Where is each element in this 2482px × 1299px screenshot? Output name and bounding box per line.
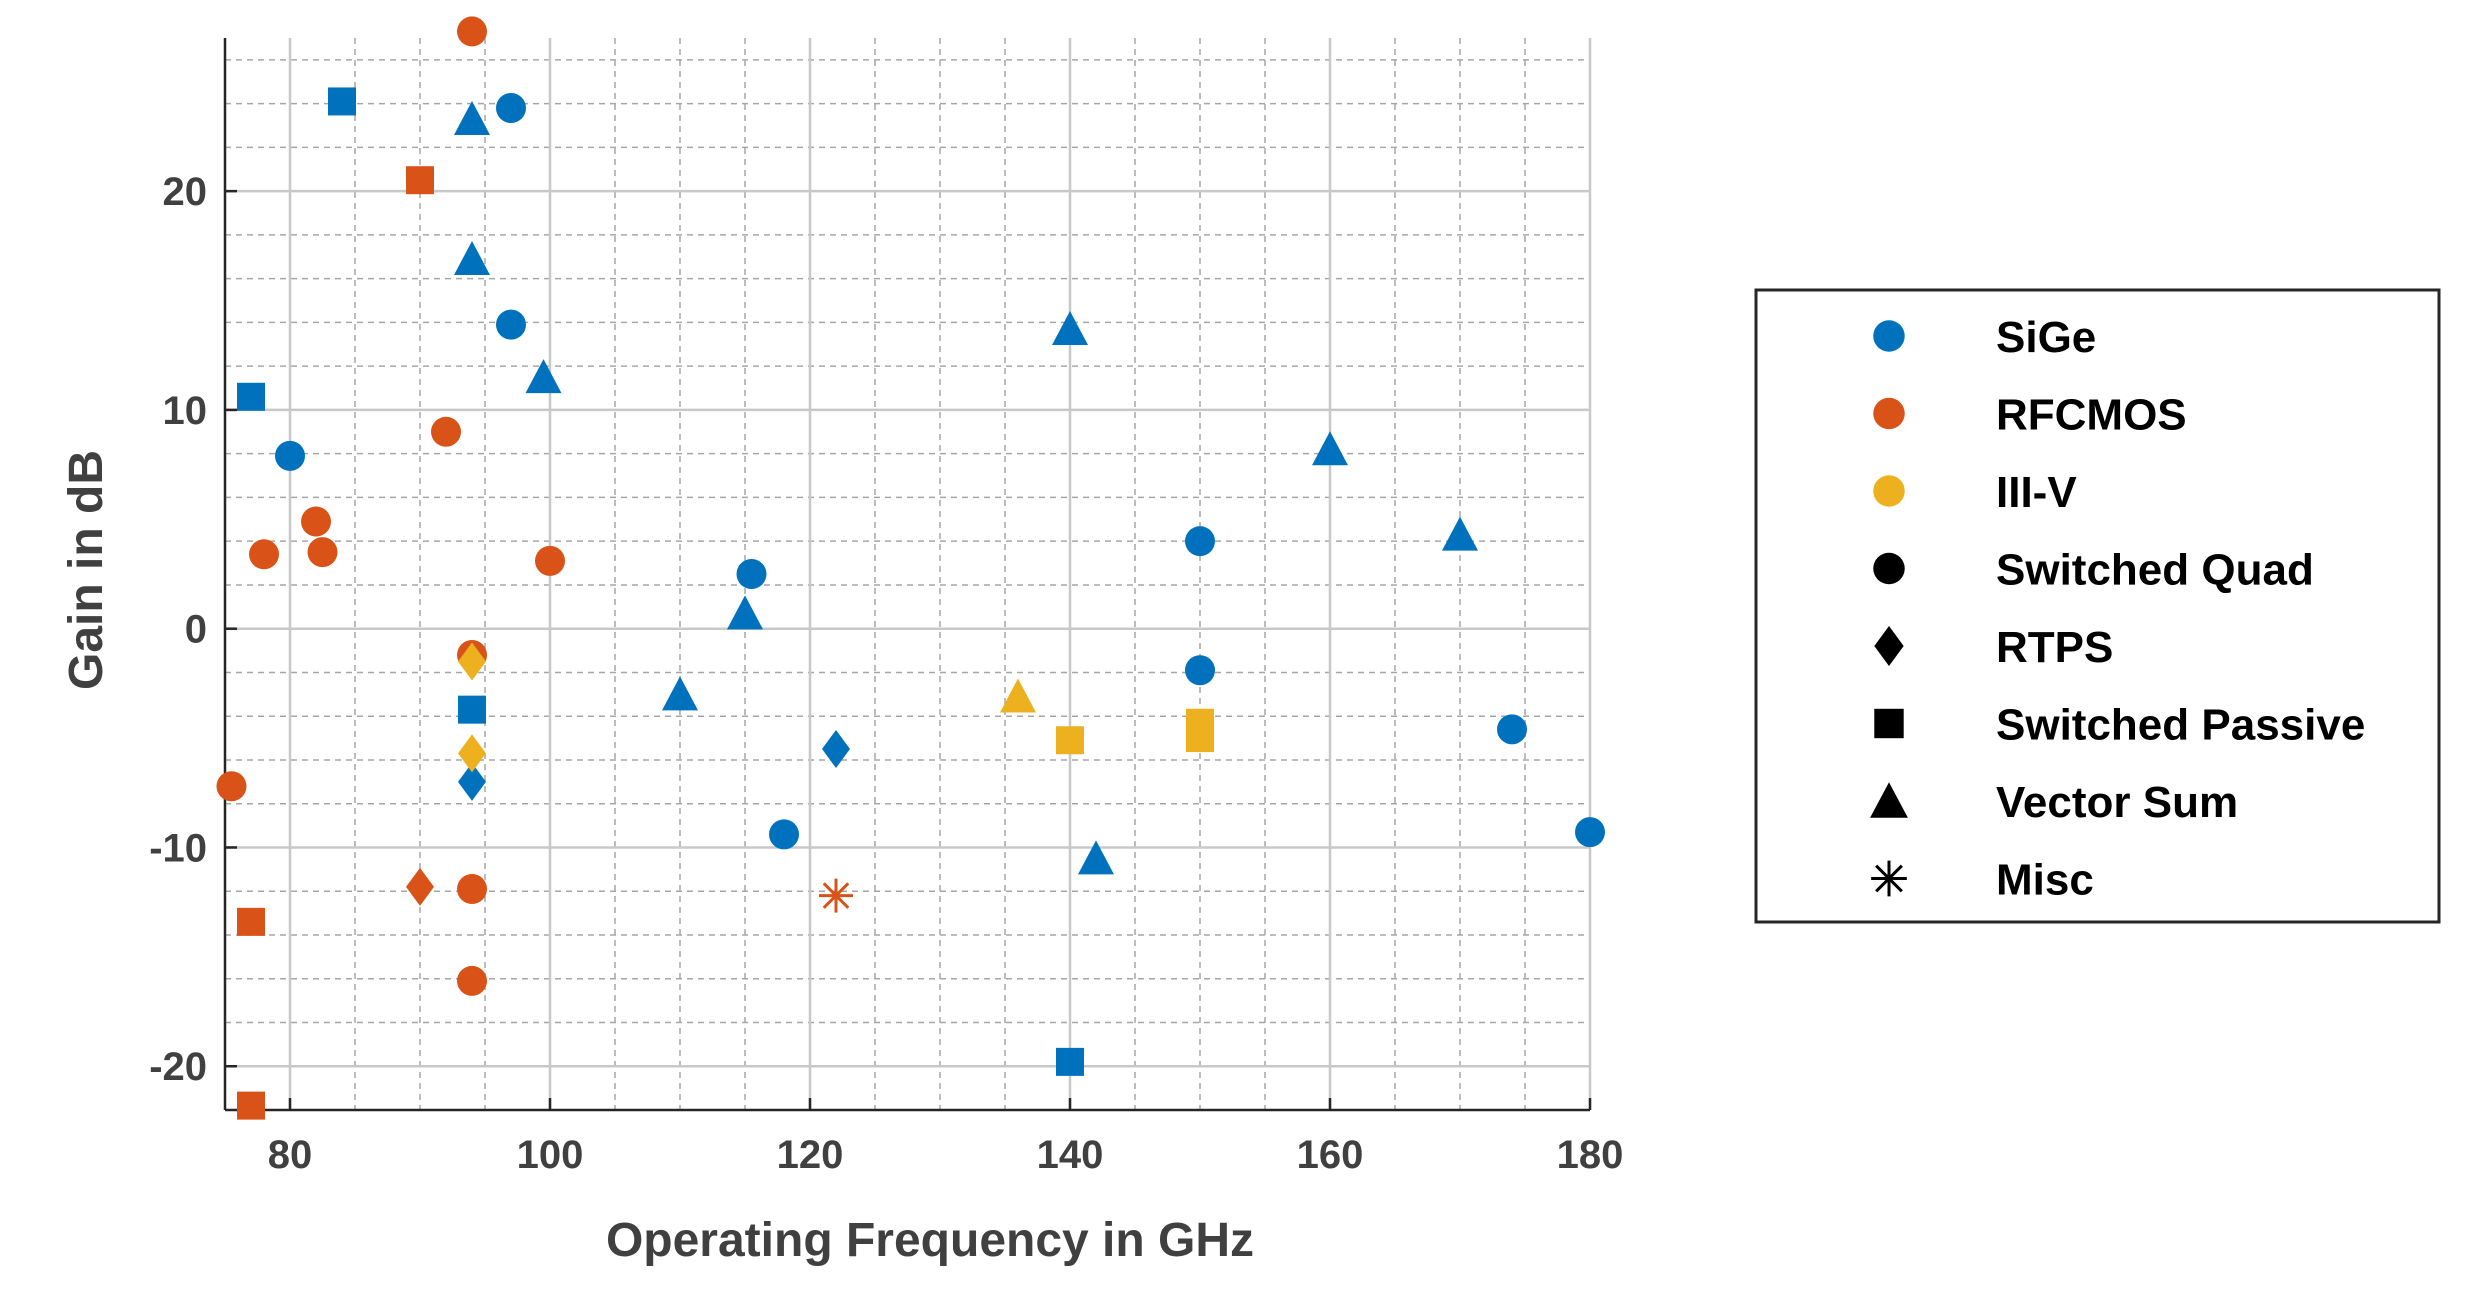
legend-marker-rfcmos (1873, 397, 1905, 430)
y-tick-label: -10 (149, 826, 207, 870)
legend-label-sige: SiGe (1996, 313, 2096, 362)
y-tick-label: -20 (149, 1045, 207, 1089)
sige-vector-sum-point (662, 676, 698, 711)
data-points (216, 16, 1605, 1120)
sige-switched-quad-point (496, 309, 526, 340)
legend-label-switched-quad: Switched Quad (1996, 546, 2314, 595)
legend-label-rtps: RTPS (1996, 623, 2113, 672)
sige-switched-quad-point (1185, 655, 1215, 686)
legend-label-misc: Misc (1996, 856, 2094, 905)
rfcmos-switched-passive-point (406, 166, 434, 195)
sige-vector-sum-point (525, 359, 562, 394)
iii-v-rtps-point (458, 642, 486, 681)
legend-label-vector-sum: Vector Sum (1996, 778, 2238, 827)
legend-label-switched-passive: Switched Passive (1996, 701, 2365, 750)
sige-switched-quad-point (496, 93, 526, 124)
x-axis-label: Operating Frequency in GHz (606, 1214, 1254, 1267)
rfcmos-misc-point (819, 878, 853, 913)
legend-box (1754, 288, 2441, 924)
sige-switched-passive-point (1056, 1047, 1084, 1076)
y-tick-label: 0 (185, 608, 207, 652)
sige-switched-quad-point (1497, 714, 1527, 745)
sige-switched-quad-point (1575, 817, 1605, 848)
legend-marker-iii-v (1873, 475, 1905, 507)
x-tick-label: 100 (517, 1133, 584, 1177)
legend: SiGe RFCMOS III-V Switched Quad RTPS Switched… (1754, 288, 2441, 924)
x-tick-label: 80 (268, 1133, 313, 1177)
rfcmos-rtps-point (406, 867, 434, 906)
sige-vector-sum-point (1312, 431, 1348, 466)
rfcmos-switched-quad-point (431, 416, 461, 447)
legend-marker-misc (1871, 860, 1907, 897)
legend-marker-sige (1873, 320, 1905, 352)
legend-marker-switched-quad (1873, 552, 1905, 585)
sige-vector-sum-point (1442, 516, 1478, 551)
sige-switched-passive-point (458, 695, 486, 724)
iii-v-switched-passive-point (1186, 724, 1214, 753)
rfcmos-switched-quad-point (216, 771, 247, 802)
rfcmos-switched-quad-point (457, 16, 487, 47)
tick-labels: 80 100 120 140 160 180 -20 -10 0 10 20 (149, 170, 1623, 1177)
iii-v-switched-passive-point (1056, 726, 1084, 755)
y-tick-label: 20 (163, 170, 208, 214)
legend-label-rfcmos: RFCMOS (1996, 391, 2187, 440)
rfcmos-switched-quad-point (301, 506, 331, 537)
legend-marker-switched-passive (1874, 708, 1904, 739)
sige-switched-quad-point (1185, 526, 1215, 557)
rfcmos-switched-quad-point (457, 874, 487, 905)
sige-vector-sum-point (454, 240, 490, 275)
x-tick-label: 140 (1037, 1133, 1104, 1177)
legend-label-iii-v: III-V (1996, 468, 2077, 517)
rfcmos-switched-quad-point (457, 965, 487, 996)
iii-v-rtps-point (458, 734, 486, 773)
iii-v-vector-sum-point (1000, 678, 1036, 713)
sige-switched-quad-point (736, 559, 767, 589)
sige-switched-quad-point (769, 819, 799, 850)
rfcmos-switched-quad-point (249, 539, 279, 570)
legend-marker-rtps (1874, 626, 1904, 666)
sige-rtps-point (458, 762, 486, 801)
rfcmos-switched-quad-point (307, 537, 338, 568)
rfcmos-switched-passive-point (237, 907, 265, 936)
sige-switched-passive-point (328, 87, 356, 116)
y-tick-label: 10 (163, 389, 208, 433)
x-tick-label: 160 (1297, 1133, 1364, 1177)
x-tick-label: 120 (777, 1133, 844, 1177)
grid (224, 38, 1592, 1111)
legend-marker-vector-sum (1870, 782, 1908, 818)
axes (223, 38, 1592, 1112)
rfcmos-switched-quad-point (535, 545, 565, 576)
sige-vector-sum-point (1078, 840, 1114, 875)
sige-vector-sum-point (1052, 310, 1088, 345)
sige-vector-sum-point (454, 100, 490, 135)
y-axis-label: Gain in dB (60, 450, 113, 690)
sige-switched-quad-point (275, 440, 305, 471)
x-tick-label: 180 (1557, 1133, 1624, 1177)
rfcmos-switched-passive-point (237, 1091, 265, 1120)
sige-rtps-point (822, 730, 850, 769)
sige-vector-sum-point (727, 595, 763, 630)
sige-switched-passive-point (237, 382, 265, 411)
